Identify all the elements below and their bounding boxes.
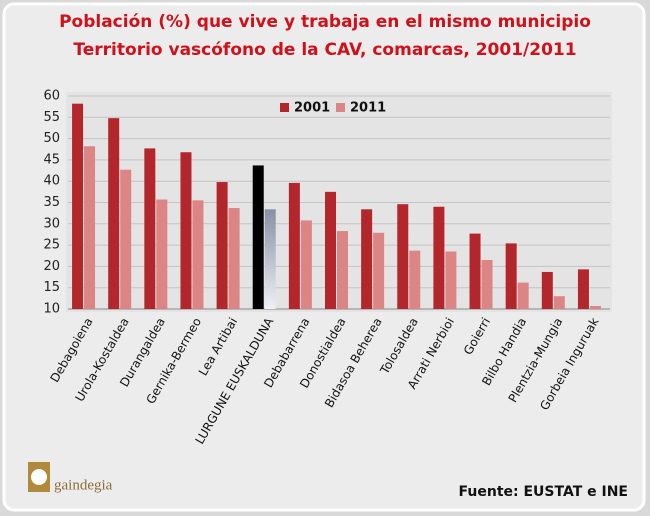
y-tick-label: 20 xyxy=(43,259,60,274)
y-tick-label: 60 xyxy=(43,89,60,104)
logo: gaindegia xyxy=(28,462,113,493)
bar xyxy=(589,306,601,309)
y-tick-label: 10 xyxy=(43,302,60,317)
bar xyxy=(108,118,120,309)
legend-swatch xyxy=(280,103,289,112)
logo-text: gaindegia xyxy=(54,477,113,493)
bar xyxy=(541,271,553,309)
bar xyxy=(325,191,336,309)
bar xyxy=(433,206,445,309)
y-tick-label: 30 xyxy=(43,216,60,231)
y-tick-label: 45 xyxy=(43,152,60,167)
chart-subtitle: Territorio vascófono de la CAV, comarcas… xyxy=(73,40,576,60)
bar xyxy=(216,182,228,309)
legend-swatch xyxy=(336,103,345,112)
bar xyxy=(505,243,517,309)
bar xyxy=(192,200,204,309)
bar xyxy=(373,232,385,309)
y-tick-label: 15 xyxy=(43,280,60,295)
y-tick-label: 35 xyxy=(43,195,60,210)
bar xyxy=(252,165,264,309)
source: Fuente: EUSTAT e INE xyxy=(459,484,628,500)
y-tick-label: 55 xyxy=(43,110,60,125)
bar xyxy=(481,260,493,309)
chart-title: Población (%) que vive y trabaja en el m… xyxy=(59,12,591,32)
bar xyxy=(180,152,192,309)
bar xyxy=(577,269,589,309)
bar xyxy=(300,220,312,309)
bar xyxy=(156,199,168,309)
bar xyxy=(445,251,457,309)
bar xyxy=(337,231,348,309)
y-tick-label: 25 xyxy=(43,238,60,253)
y-tick-label: 40 xyxy=(43,174,60,189)
legend-label: 2001 xyxy=(294,101,330,116)
bar xyxy=(469,233,481,309)
bar xyxy=(84,146,96,309)
bar xyxy=(144,148,156,309)
y-tick-label: 50 xyxy=(43,131,60,146)
bar xyxy=(120,169,132,309)
bar xyxy=(264,209,276,309)
bar xyxy=(228,208,240,309)
bar xyxy=(361,209,373,309)
legend-label: 2011 xyxy=(350,101,386,116)
bar xyxy=(397,204,409,309)
bar xyxy=(409,250,421,309)
bar xyxy=(553,296,565,309)
bar xyxy=(72,103,84,309)
bar xyxy=(517,282,529,309)
logo-icon-circle xyxy=(31,469,47,485)
bar xyxy=(288,182,300,309)
